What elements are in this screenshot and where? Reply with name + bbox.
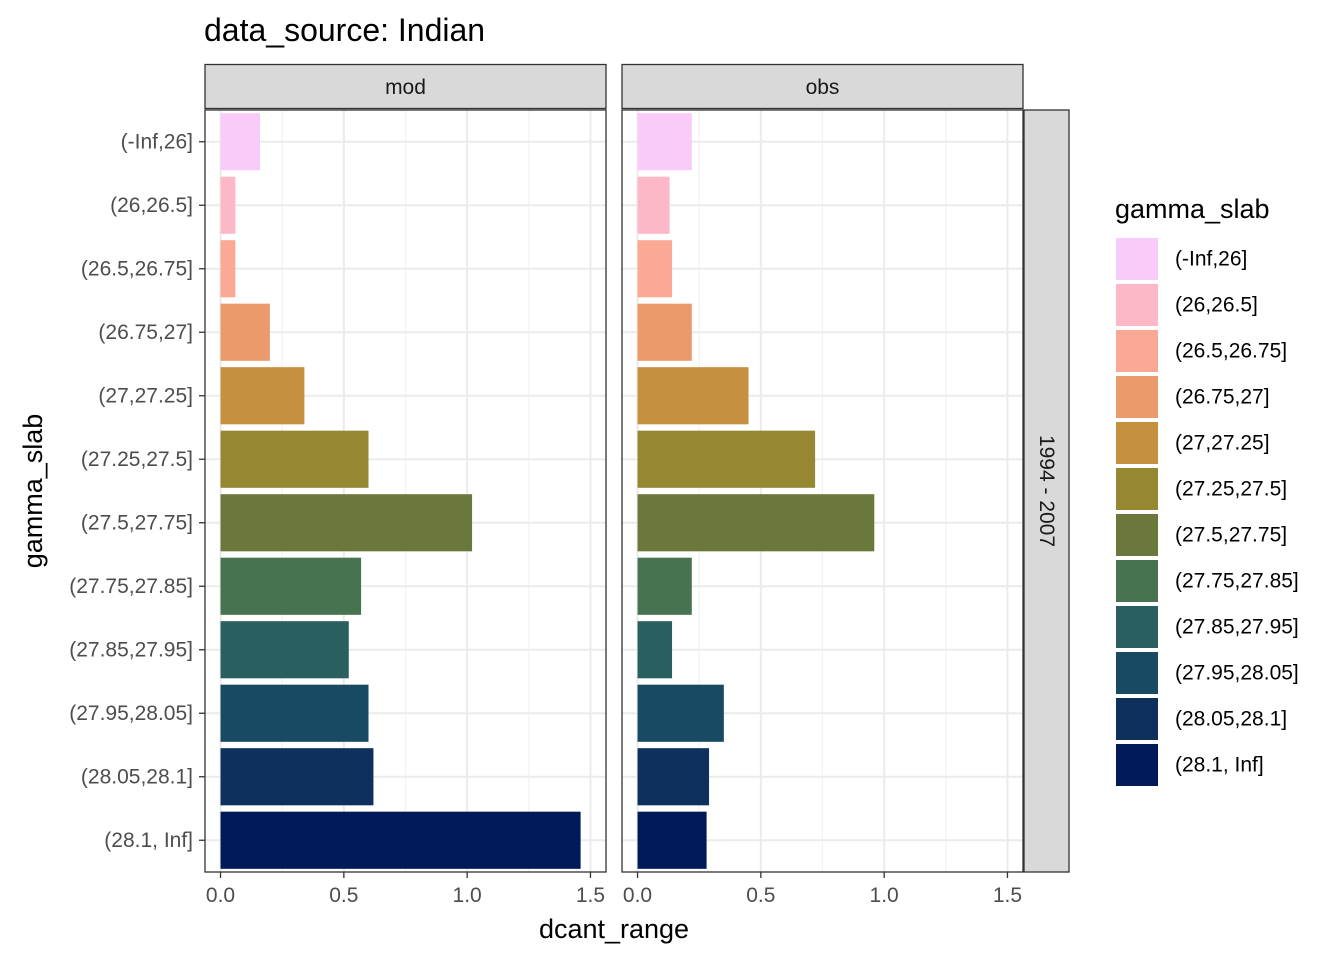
legend-key-0 — [1116, 238, 1158, 280]
legend-label: (27.85,27.95] — [1175, 616, 1299, 639]
legend-title: gamma_slab — [1115, 194, 1270, 224]
y-tick-label: (27.95,28.05] — [69, 702, 193, 725]
legend-key-8 — [1116, 606, 1158, 648]
legend-label: (27.5,27.75] — [1175, 524, 1287, 547]
x-tick-label: 1.5 — [576, 884, 605, 907]
x-axis-title: dcant_range — [539, 914, 689, 944]
legend-key-1 — [1116, 284, 1158, 326]
panel-border — [621, 109, 1024, 873]
y-axis-title: gamma_slab — [18, 414, 48, 569]
y-tick-label: (26.75,27] — [98, 321, 193, 344]
y-tick-label: (26.5,26.75] — [81, 257, 193, 280]
legend-key-10 — [1116, 698, 1158, 740]
chart-title: data_source: Indian — [204, 12, 485, 48]
panel-obs — [621, 109, 1024, 873]
bar-mod-4 — [220, 367, 305, 425]
x-tick-label: 1.0 — [870, 884, 899, 907]
legend-key-6 — [1116, 514, 1158, 556]
bar-obs-3 — [637, 303, 692, 361]
legend-label: (27.95,28.05] — [1175, 662, 1299, 685]
legend: (-Inf,26] (26,26.5] (26.5,26.75] (26.75,27]… — [1116, 238, 1299, 786]
bar-mod-1 — [220, 176, 236, 234]
bar-obs-1 — [637, 176, 670, 234]
y-tick-label: (28.05,28.1] — [81, 765, 193, 788]
bar-mod-9 — [220, 684, 369, 742]
facet-strip-mod — [204, 63, 607, 110]
y-tick-label: (28.1, Inf] — [104, 829, 193, 852]
x-axis-mod: 0.0 0.5 1.0 1.5 — [206, 872, 605, 907]
bar-mod-6 — [220, 494, 473, 552]
facet-label-row: 1994 - 2007 — [1035, 435, 1058, 547]
bar-mod-8 — [220, 621, 349, 679]
facet-strip-obs — [621, 63, 1024, 110]
panel-border — [204, 109, 607, 873]
x-axis-obs: 0.0 0.5 1.0 1.5 — [623, 872, 1022, 907]
y-tick-label: (27,27.25] — [98, 384, 193, 407]
y-axis: (-Inf,26] (26,26.5] (26.5,26.75] (26.75,27]… — [69, 130, 205, 852]
bar-obs-9 — [637, 684, 724, 742]
legend-key-7 — [1116, 560, 1158, 602]
bar-obs-7 — [637, 557, 692, 615]
bar-mod-3 — [220, 303, 270, 361]
legend-label: (27.75,27.85] — [1175, 570, 1299, 593]
y-tick-label: (27.25,27.5] — [81, 448, 193, 471]
y-tick-label: (27.5,27.75] — [81, 511, 193, 534]
bar-obs-11 — [637, 811, 707, 869]
x-tick-label: 1.5 — [993, 884, 1022, 907]
legend-label: (28.1, Inf] — [1175, 754, 1264, 777]
bar-obs-10 — [637, 748, 710, 806]
legend-label: (26.5,26.75] — [1175, 340, 1287, 363]
x-tick-label: 0.5 — [746, 884, 775, 907]
bar-obs-2 — [637, 240, 673, 298]
legend-label: (28.05,28.1] — [1175, 708, 1287, 731]
legend-label: (27,27.25] — [1175, 432, 1270, 455]
legend-key-4 — [1116, 422, 1158, 464]
legend-key-11 — [1116, 744, 1158, 786]
x-tick-label: 0.0 — [623, 884, 652, 907]
x-tick-label: 0.5 — [329, 884, 358, 907]
bar-obs-5 — [637, 430, 816, 488]
bar-mod-11 — [220, 811, 581, 869]
facet-label-mod: mod — [385, 76, 426, 99]
bar-mod-7 — [220, 557, 362, 615]
legend-key-3 — [1116, 376, 1158, 418]
y-tick-label: (27.75,27.85] — [69, 575, 193, 598]
legend-label: (27.25,27.5] — [1175, 478, 1287, 501]
legend-label: (26,26.5] — [1175, 294, 1258, 317]
legend-key-5 — [1116, 468, 1158, 510]
legend-key-9 — [1116, 652, 1158, 694]
legend-key-2 — [1116, 330, 1158, 372]
y-tick-label: (-Inf,26] — [121, 130, 193, 153]
bar-mod-5 — [220, 430, 369, 488]
x-tick-label: 0.0 — [206, 884, 235, 907]
x-tick-label: 1.0 — [453, 884, 482, 907]
bar-mod-10 — [220, 748, 374, 806]
bar-obs-8 — [637, 621, 673, 679]
y-tick-label: (27.85,27.95] — [69, 638, 193, 661]
legend-label: (-Inf,26] — [1175, 248, 1247, 271]
facet-strip-row — [1023, 109, 1070, 873]
legend-label: (26.75,27] — [1175, 386, 1270, 409]
panel-mod — [204, 109, 607, 873]
bar-obs-0 — [637, 113, 692, 171]
bar-mod-0 — [220, 113, 260, 171]
bar-obs-6 — [637, 494, 875, 552]
facet-label-obs: obs — [806, 76, 840, 99]
bar-mod-2 — [220, 240, 236, 298]
bar-obs-4 — [637, 367, 749, 425]
y-tick-label: (26,26.5] — [110, 194, 193, 217]
